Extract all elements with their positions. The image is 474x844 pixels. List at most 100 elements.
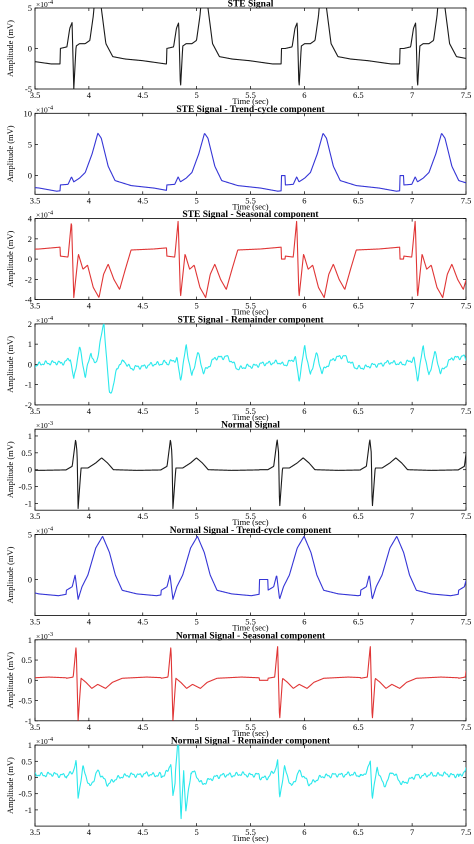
x-tick-label: 4 — [87, 827, 92, 837]
x-tick-label: 7.5 — [461, 617, 472, 627]
y-tick-label: 5 — [28, 530, 32, 540]
x-tick-label: 5 — [195, 511, 199, 521]
chart-title: STE Signal — [228, 0, 274, 10]
signal-line — [35, 8, 466, 89]
chart-title: Normal Signal - Remainder component — [171, 737, 331, 747]
x-tick-label: 7.5 — [461, 195, 472, 205]
x-tick-label: 5 — [195, 301, 199, 311]
chart-panel-6: Normal Signal - Trend-cycle component 3.5… — [5, 526, 471, 633]
x-tick-label: 4.5 — [137, 722, 148, 732]
chart-title: Normal Signal - Trend-cycle component — [170, 526, 332, 536]
x-tick-label: 4 — [87, 301, 92, 311]
x-axis-label: Time (sec) — [232, 96, 268, 106]
y-tick-label: -2 — [25, 274, 32, 284]
x-tick-label: 3.5 — [30, 511, 41, 521]
y-exponent-label: ×10-4 — [36, 210, 54, 220]
y-axis-label: Amplitude (mV) — [5, 652, 15, 709]
x-axis-label: Time (sec) — [232, 728, 268, 738]
y-tick-label: -1 — [25, 805, 32, 815]
y-axis-label: Amplitude (mV) — [5, 336, 15, 393]
x-tick-label: 3.5 — [30, 406, 41, 416]
x-tick-label: 4.5 — [137, 195, 148, 205]
x-tick-label: 7.5 — [461, 406, 472, 416]
chart-panel-3: STE Signal - Seasonal component 3.5 4 4.5 5 5… — [5, 210, 471, 317]
x-tick-label: 7 — [410, 301, 414, 311]
chart-panel-1: STE Signal 3.5 4 4.5 5 5.5 6 6.5 7 7.5 -5 0 5 ×10-4 Ti… — [5, 0, 471, 106]
x-axis-label: Time (sec) — [232, 517, 268, 527]
x-tick-label: 6.5 — [353, 722, 364, 732]
x-tick-label: 6.5 — [353, 90, 364, 100]
plot-frame — [34, 112, 467, 195]
x-tick-label: 3.5 — [30, 301, 41, 311]
plot-frame — [34, 323, 467, 406]
x-tick-label: 7 — [410, 406, 414, 416]
y-tick-label: -0.5 — [19, 696, 32, 706]
x-tick-label: 7 — [410, 722, 414, 732]
chart-panel-5: Normal Signal 3.5 4 4.5 5 5.5 6 6.5 7 7.5 -1 -0.5 0 0… — [5, 420, 471, 527]
chart-panel-4: STE Signal - Remainder component 3.5 4 4.5 5… — [5, 315, 471, 422]
y-tick-label: 0 — [28, 171, 32, 181]
x-tick-label: 5.5 — [245, 511, 256, 521]
x-tick-label: 7 — [410, 827, 414, 837]
y-tick-label: 5 — [28, 3, 32, 13]
x-tick-label: 6 — [302, 827, 306, 837]
x-tick-label: 6.5 — [353, 617, 364, 627]
x-tick-label: 3.5 — [30, 90, 41, 100]
y-tick-label: 1 — [28, 431, 32, 441]
x-tick-label: 3.5 — [30, 195, 41, 205]
y-tick-label: 0 — [28, 675, 32, 685]
x-tick-label: 5 — [195, 406, 199, 416]
x-tick-label: 4 — [87, 722, 92, 732]
signal-line — [35, 132, 466, 192]
y-tick-label: 2 — [28, 234, 32, 244]
y-tick-label: 5 — [28, 139, 32, 149]
x-tick-label: 5.5 — [245, 90, 256, 100]
y-exponent-label: ×10-4 — [36, 736, 54, 746]
x-tick-label: 5 — [195, 722, 199, 732]
y-axis-label: Amplitude (mV) — [5, 757, 15, 814]
signal-line — [35, 745, 466, 820]
y-tick-label: 0.5 — [21, 655, 32, 665]
x-tick-label: 6 — [302, 617, 306, 627]
y-tick-label: -1 — [25, 498, 32, 508]
x-tick-label: 5.5 — [245, 827, 256, 837]
x-axis-label: Time (sec) — [232, 623, 268, 633]
y-tick-label: 10 — [24, 108, 33, 118]
chart-panel-2: STE Signal - Trend-cycle component 3.5 4 4.… — [5, 104, 471, 211]
y-tick-label: -1 — [25, 716, 32, 726]
x-tick-label: 7.5 — [461, 827, 472, 837]
x-axis-label: Time (sec) — [232, 833, 268, 843]
chart-panel-8: Normal Signal - Remainder component 3.5 4 4… — [5, 736, 471, 843]
x-tick-label: 6 — [302, 90, 306, 100]
x-tick-label: 3.5 — [30, 722, 41, 732]
x-tick-label: 4 — [87, 90, 92, 100]
y-exponent-label: ×10-4 — [36, 0, 54, 9]
signal-line — [35, 535, 466, 600]
y-axis-label: Amplitude (mV) — [5, 125, 15, 182]
x-tick-label: 5 — [195, 195, 199, 205]
x-tick-label: 6.5 — [353, 301, 364, 311]
y-tick-label: -5 — [25, 84, 32, 94]
y-tick-label: -2 — [25, 400, 32, 410]
x-tick-label: 6.5 — [353, 406, 364, 416]
x-tick-label: 4.5 — [137, 617, 148, 627]
x-axis-label: Time (sec) — [232, 201, 268, 211]
x-tick-label: 5 — [195, 90, 199, 100]
x-tick-label: 4.5 — [137, 301, 148, 311]
chart-title: STE Signal - Remainder component — [177, 315, 324, 325]
y-axis-label: Amplitude (mV) — [5, 441, 15, 498]
y-tick-label: 0.5 — [21, 756, 32, 766]
x-tick-label: 4 — [87, 406, 92, 416]
x-tick-label: 4.5 — [137, 406, 148, 416]
y-tick-label: 4 — [28, 214, 33, 224]
y-exponent-label: ×10-3 — [36, 420, 53, 430]
y-tick-label: 0 — [28, 575, 32, 585]
x-tick-label: 5.5 — [245, 406, 256, 416]
x-tick-label: 3.5 — [30, 827, 41, 837]
y-tick-label: 0 — [28, 44, 32, 54]
plot-frame — [34, 744, 467, 827]
x-axis-label: Time (sec) — [232, 307, 268, 317]
x-tick-label: 7.5 — [461, 722, 472, 732]
signal-line — [35, 646, 466, 721]
